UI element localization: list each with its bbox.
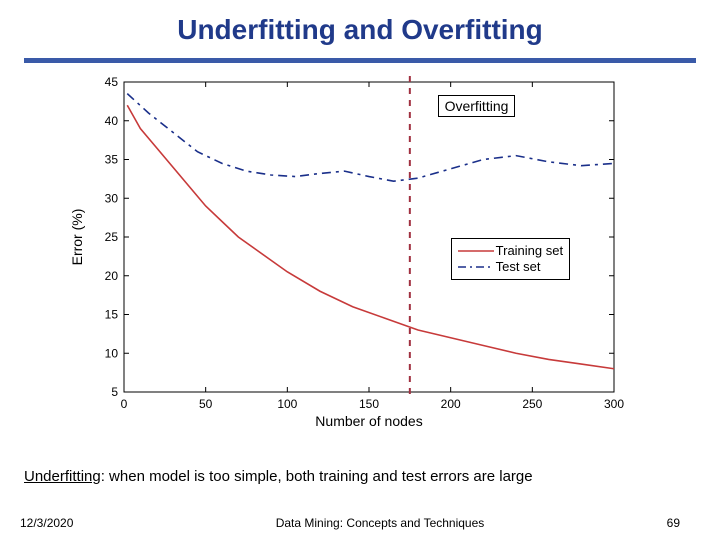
footer-center: Data Mining: Concepts and Techniques: [20, 516, 720, 530]
svg-text:50: 50: [199, 397, 213, 411]
svg-text:150: 150: [359, 397, 379, 411]
svg-text:100: 100: [277, 397, 297, 411]
svg-text:30: 30: [105, 191, 119, 205]
svg-text:20: 20: [105, 269, 119, 283]
svg-text:15: 15: [105, 308, 119, 322]
chart-legend: Training set Test set: [451, 238, 570, 280]
caption-lead: Underfitting: [24, 468, 101, 485]
svg-text:5: 5: [111, 385, 118, 399]
legend-row-training: Training set: [458, 243, 563, 259]
caption-rest: : when model is too simple, both trainin…: [101, 468, 533, 485]
legend-label-training: Training set: [496, 243, 563, 259]
legend-swatch-test: [458, 261, 494, 273]
svg-text:Number of nodes: Number of nodes: [315, 413, 422, 429]
svg-text:35: 35: [105, 153, 119, 167]
slide-root: Underfitting and Overfitting 5 10 15 20 25 30…: [0, 0, 720, 540]
footer-page-number: 69: [667, 516, 680, 530]
svg-text:10: 10: [105, 346, 119, 360]
title-underline: [24, 58, 696, 64]
underfitting-caption: Underfitting: when model is too simple, …: [24, 468, 696, 485]
svg-text:40: 40: [105, 114, 119, 128]
svg-text:45: 45: [105, 75, 119, 89]
footer: 12/3/2020 Data Mining: Concepts and Tech…: [20, 516, 700, 530]
legend-label-test: Test set: [496, 259, 541, 275]
legend-swatch-training: [458, 245, 494, 257]
page-title: Underfitting and Overfitting: [0, 14, 720, 46]
legend-row-test: Test set: [458, 259, 563, 275]
chart-container: 5 10 15 20 25 30 35 40 45 0 50 100 150 200 250 300 Numbe…: [64, 72, 624, 442]
svg-text:25: 25: [105, 230, 119, 244]
svg-text:250: 250: [522, 397, 542, 411]
svg-text:300: 300: [604, 397, 624, 411]
svg-text:Error (%): Error (%): [69, 209, 85, 266]
overfitting-annotation: Overfitting: [438, 95, 516, 117]
svg-text:0: 0: [121, 397, 128, 411]
svg-text:200: 200: [441, 397, 461, 411]
